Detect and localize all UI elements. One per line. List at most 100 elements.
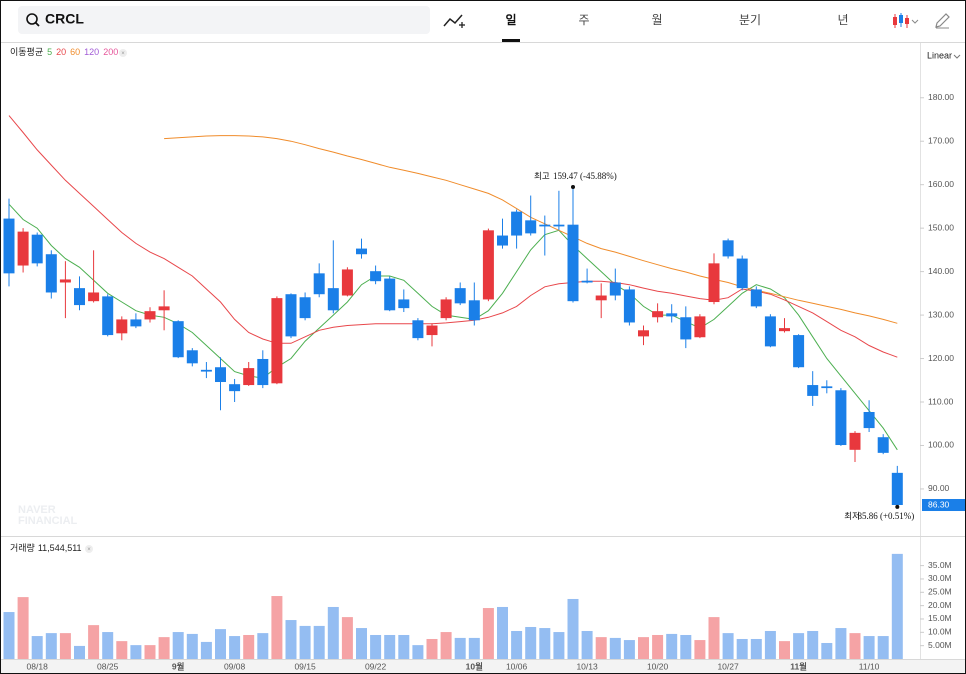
search-icon-handle xyxy=(34,21,40,27)
candle-body xyxy=(595,295,607,301)
candle-body xyxy=(45,254,57,293)
volume-bar xyxy=(172,632,184,659)
x-tick-label: 09/22 xyxy=(365,661,387,671)
ma-legend-close[interactable] xyxy=(119,49,127,57)
y-tick-label: 90.00 xyxy=(928,483,950,493)
volume-tick-label: 35.0M xyxy=(928,560,952,570)
volume-bar xyxy=(525,626,537,659)
ma-legend-item: 120 xyxy=(84,47,99,57)
indicator-icon[interactable] xyxy=(443,14,463,27)
volume-bar xyxy=(384,634,396,659)
candle-body xyxy=(779,328,790,332)
candle-body xyxy=(863,412,875,429)
last-price-label: 86.30 xyxy=(928,499,950,509)
candle-body xyxy=(750,289,762,307)
y-tick-label: 130.00 xyxy=(928,309,954,319)
candle-body xyxy=(482,230,494,300)
volume-bar xyxy=(694,640,706,659)
ma-legend-item: 5 xyxy=(47,47,52,57)
volume-bar xyxy=(200,641,212,659)
volume-legend-close[interactable] xyxy=(85,545,93,553)
scale-selector[interactable]: Linear xyxy=(927,50,952,60)
candle-body xyxy=(59,279,71,283)
moving-average-line xyxy=(8,115,898,358)
candle-body xyxy=(299,297,311,319)
volume-bar xyxy=(215,629,226,659)
volume-bar xyxy=(666,633,678,659)
ma-legend-label: 이동평균 xyxy=(10,47,43,57)
chart-type-icon[interactable] xyxy=(893,13,919,28)
volume-bar xyxy=(341,617,353,659)
candle-body xyxy=(793,335,805,368)
candle-body xyxy=(271,298,283,384)
search-box[interactable] xyxy=(18,6,430,34)
volume-tick-label: 25.0M xyxy=(928,587,952,597)
tab[interactable]: 주 xyxy=(578,13,589,27)
scale-chevron xyxy=(953,54,961,59)
ma-legend-item: 20 xyxy=(56,47,66,57)
watermark-text: NAVER xyxy=(18,504,56,516)
candle-body xyxy=(609,282,621,296)
icon-body xyxy=(905,18,909,24)
volume-bar xyxy=(807,630,819,659)
candle-body xyxy=(327,288,339,311)
y-tick-label: 150.00 xyxy=(928,222,954,232)
low-marker xyxy=(895,504,900,509)
candle-body xyxy=(807,385,819,396)
volume-bar xyxy=(370,634,382,659)
volume-bar xyxy=(116,641,128,659)
candle-body xyxy=(3,218,15,274)
volume-bar xyxy=(736,638,748,659)
watermark-text: FINANCIAL xyxy=(18,515,78,527)
period-tabs: 일 주 월 분기 년 xyxy=(502,13,849,42)
volume-bar xyxy=(186,633,198,659)
candle-body xyxy=(426,325,438,336)
ma-legend-item: 200 xyxy=(103,47,118,57)
pencil xyxy=(935,13,950,28)
candle-body xyxy=(891,472,903,506)
volume-bar xyxy=(426,638,438,659)
volume-tick-label: 30.0M xyxy=(928,573,952,583)
tab[interactable]: 일 xyxy=(505,13,516,27)
y-tick-label: 180.00 xyxy=(928,92,954,102)
volume-bar xyxy=(412,645,424,659)
volume-bar xyxy=(17,597,29,659)
volume-bar xyxy=(130,645,142,659)
candle-body xyxy=(694,316,706,338)
volume-bar xyxy=(877,636,889,659)
volume-bar xyxy=(553,632,565,659)
volume-tick-label: 5.00M xyxy=(928,640,952,650)
tab[interactable]: 분기 xyxy=(739,13,761,27)
volume-bar xyxy=(102,632,114,659)
x-tick-label: 10/27 xyxy=(717,661,739,671)
candle-body xyxy=(172,321,184,358)
tab[interactable]: 년 xyxy=(837,13,848,27)
candle-body xyxy=(454,288,466,304)
x-tick-label: 10월 xyxy=(466,661,483,671)
volume-bar xyxy=(511,630,523,659)
volume-bar xyxy=(158,637,170,659)
volume-bar xyxy=(3,612,15,659)
volume-bar xyxy=(708,617,720,659)
volume-bar xyxy=(271,596,283,659)
candle-body xyxy=(567,224,579,302)
volume-bar xyxy=(652,634,664,659)
draw-icon[interactable] xyxy=(935,13,950,29)
tab[interactable]: 월 xyxy=(651,13,662,27)
icon-chevron xyxy=(911,19,919,24)
volume-tick-label: 20.0M xyxy=(928,600,952,610)
x-tick-label: 10/20 xyxy=(647,661,669,671)
candle-body xyxy=(370,271,382,282)
candle-body xyxy=(144,311,156,320)
y-tick-label: 110.00 xyxy=(928,396,954,406)
x-axis-strip xyxy=(0,660,966,674)
volume-legend: 거래량 11,544,511 xyxy=(10,542,82,553)
volume-bar xyxy=(468,637,480,659)
candle-body xyxy=(384,278,396,311)
volume-bar xyxy=(638,637,649,659)
candle-body xyxy=(539,224,551,227)
volume-bar xyxy=(327,606,339,659)
high-label: 최고 xyxy=(534,171,550,181)
volume-bar xyxy=(59,633,71,659)
